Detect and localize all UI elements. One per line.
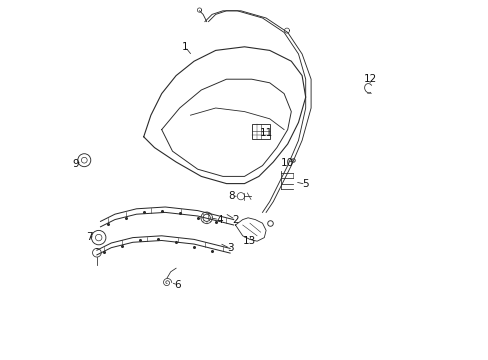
Text: 2: 2 <box>232 215 238 225</box>
Text: 1: 1 <box>182 42 188 52</box>
Text: 4: 4 <box>216 215 222 225</box>
Text: 13: 13 <box>243 236 256 246</box>
Text: 3: 3 <box>226 243 233 253</box>
Bar <box>251 124 269 139</box>
Text: 5: 5 <box>302 179 308 189</box>
Text: 12: 12 <box>363 74 376 84</box>
Text: 11: 11 <box>259 128 272 138</box>
Text: 10: 10 <box>281 158 294 168</box>
Text: 7: 7 <box>85 232 92 242</box>
Text: 8: 8 <box>228 191 235 201</box>
Text: 9: 9 <box>72 159 79 169</box>
Text: 6: 6 <box>174 280 181 290</box>
